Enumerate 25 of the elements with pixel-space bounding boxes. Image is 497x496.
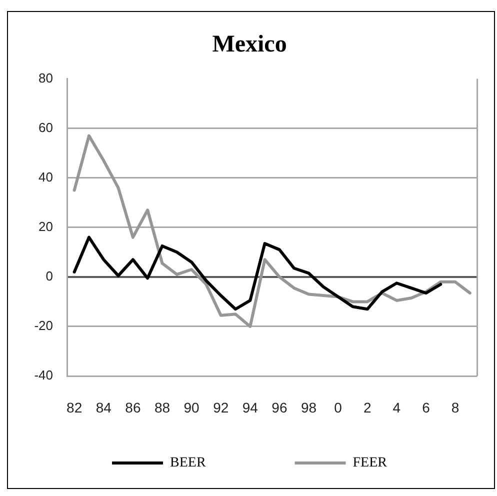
- x-tick-label: 2: [363, 399, 372, 416]
- y-tick-label: 0: [46, 268, 53, 284]
- x-tick-label: 88: [154, 399, 170, 416]
- x-tick-label: 86: [125, 399, 141, 416]
- x-tick-label: 98: [300, 399, 317, 416]
- x-tick-label: 82: [66, 399, 82, 416]
- x-tick-label: 0: [334, 399, 342, 416]
- legend-label: FEER: [352, 456, 388, 471]
- x-tick-label: 84: [96, 399, 112, 416]
- chart-frame: BEER FEER Mexico 82 84 86 88 90 92 94 96 98 0 2 4 6 8 -40 -20 0 20 40 60 80: [7, 11, 495, 489]
- x-tick-label: 96: [272, 399, 288, 416]
- x-tick-label: 94: [242, 399, 258, 416]
- y-tick-label: 60: [38, 120, 53, 135]
- x-tick-label: 8: [451, 399, 460, 416]
- y-tick-label: -20: [34, 318, 53, 334]
- x-tick-label: 90: [184, 399, 200, 416]
- y-tick-label: 80: [38, 70, 53, 86]
- y-tick-label: -40: [34, 368, 53, 383]
- chart-title: Mexico: [212, 32, 287, 58]
- x-tick-label: 4: [392, 399, 401, 416]
- y-tick-label: 40: [38, 169, 53, 184]
- legend-label: BEER: [170, 456, 206, 471]
- y-tick-label: 20: [38, 218, 53, 234]
- x-tick-label: 92: [213, 399, 229, 416]
- x-tick-label: 6: [422, 399, 430, 416]
